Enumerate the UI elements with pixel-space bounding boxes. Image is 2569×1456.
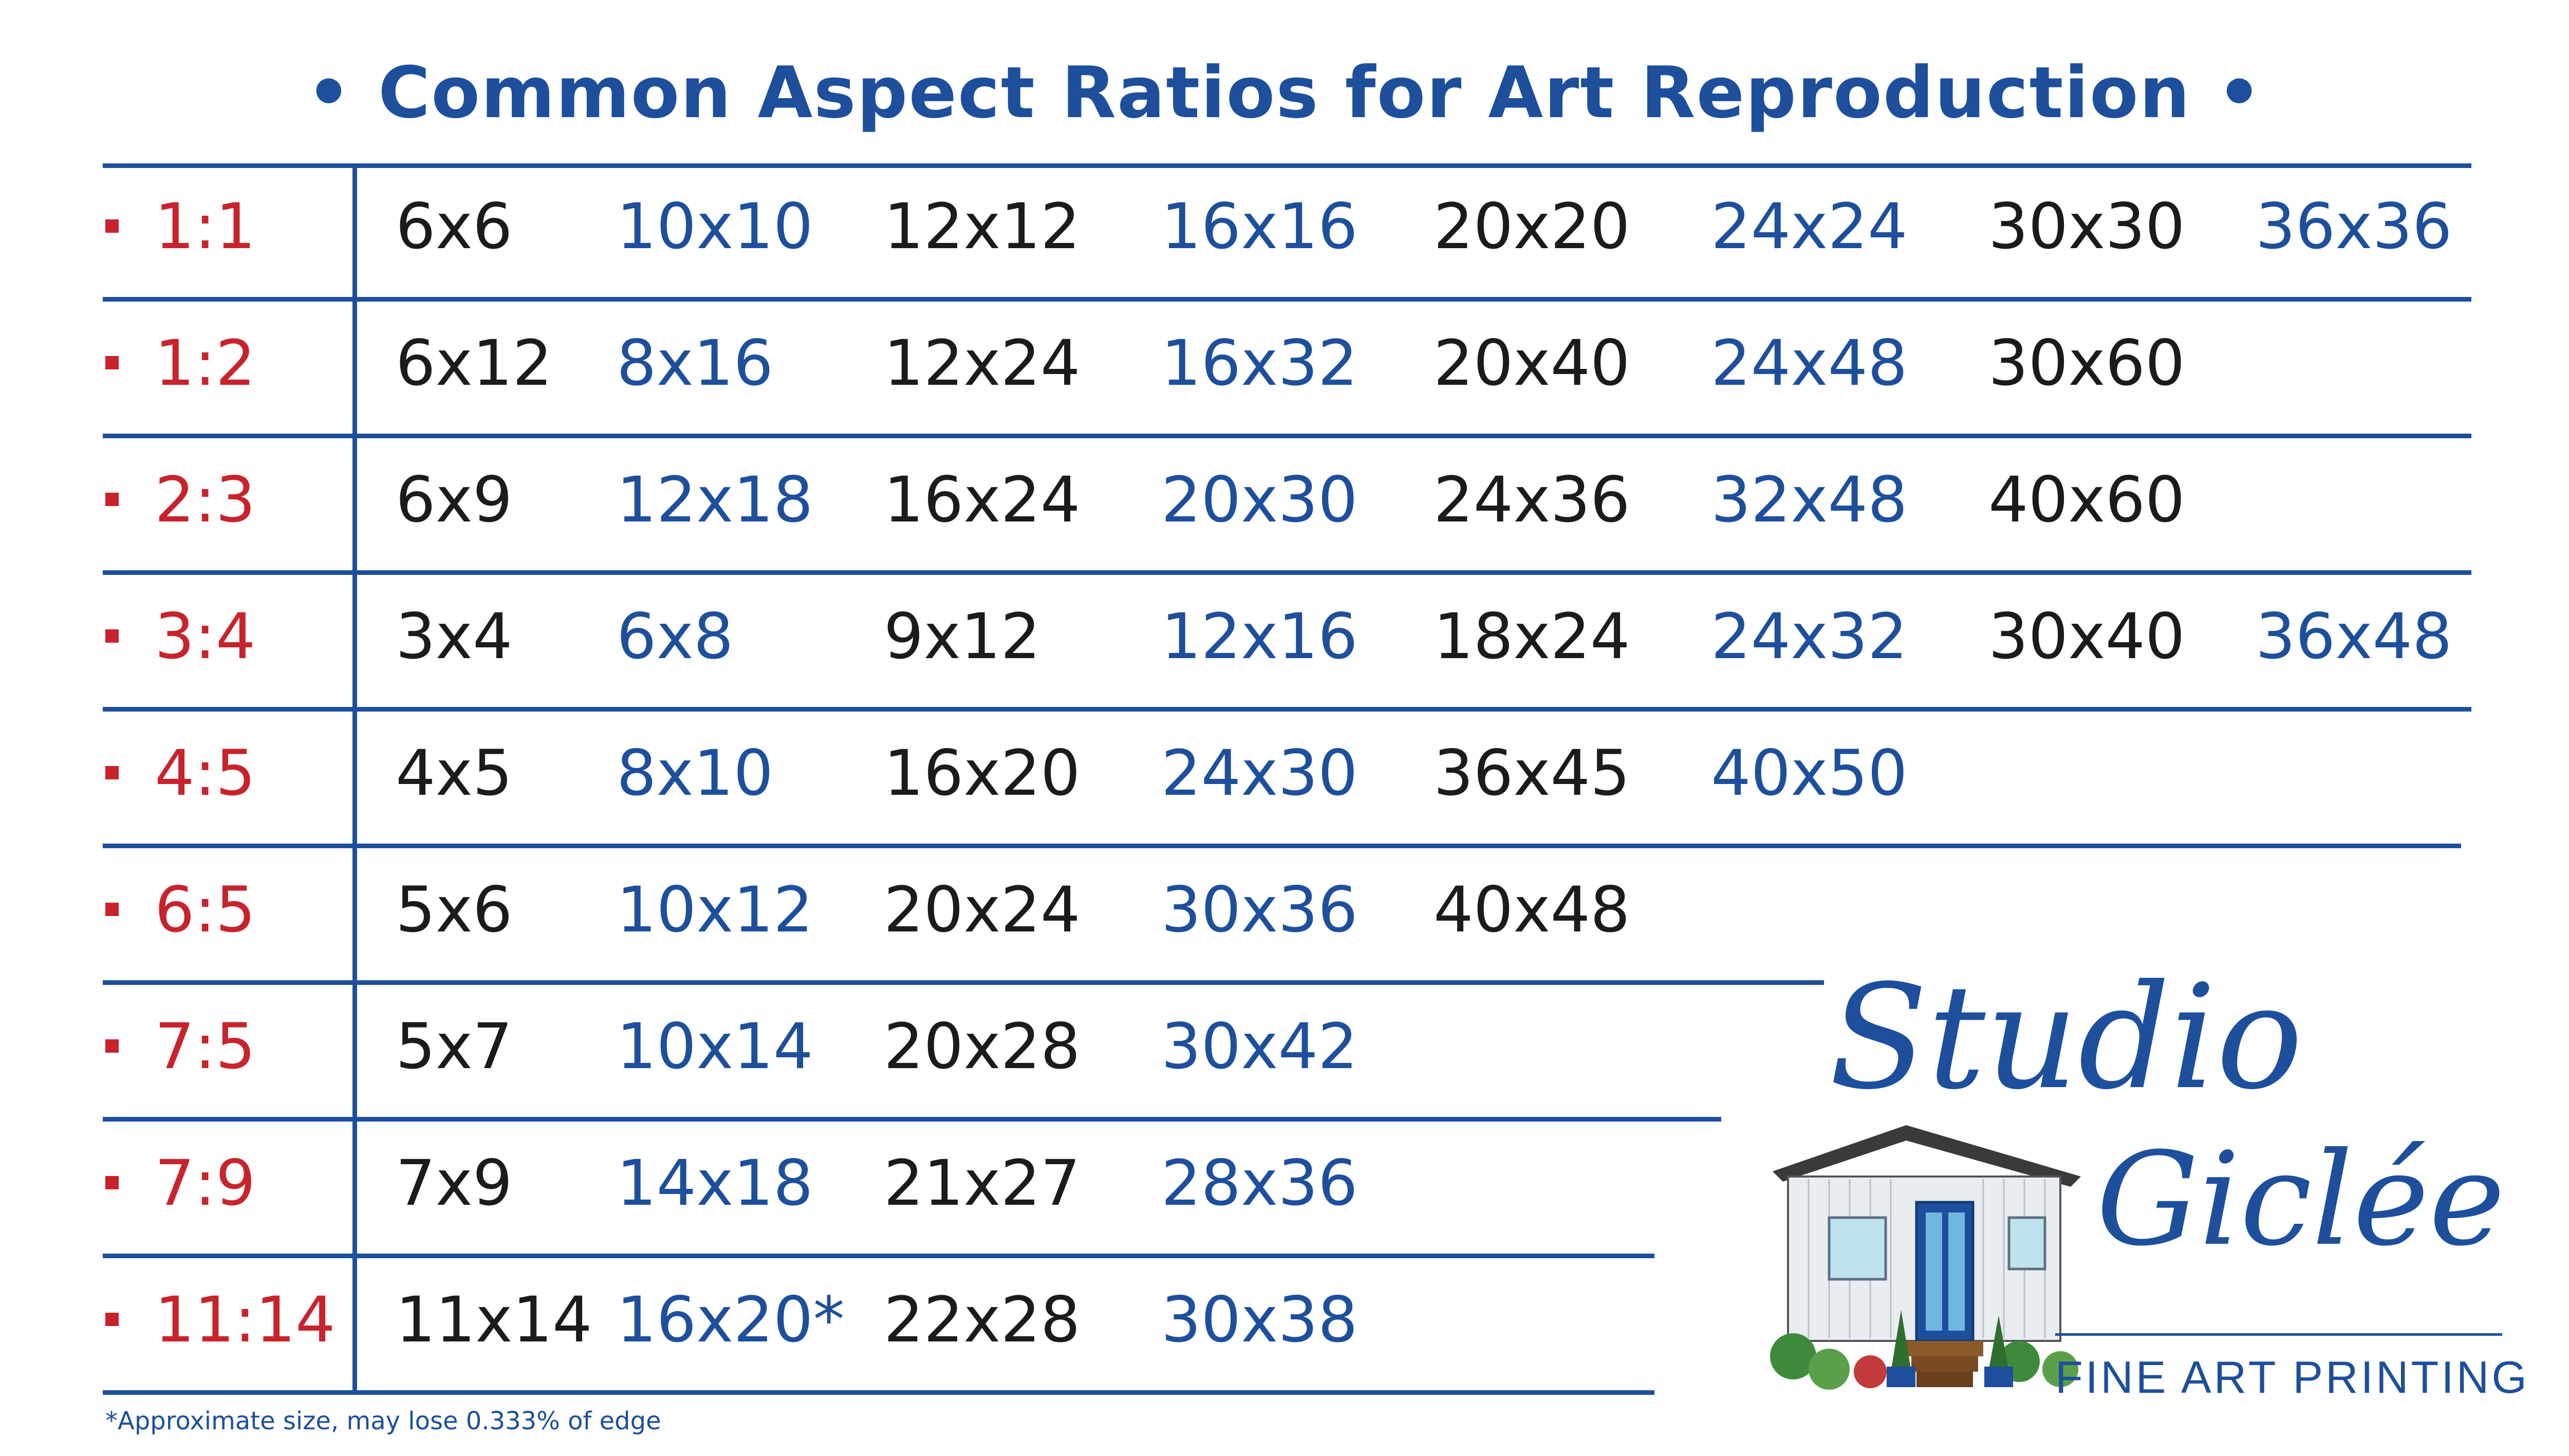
size-cell: 6x12 [396,327,553,400]
bullet-icon [105,629,119,643]
size-cell: 24x24 [1711,190,1908,263]
table-column-divider [352,164,357,1392]
row-divider [103,297,2471,302]
ratio-text: 1:1 [155,190,256,263]
size-cell: 10x14 [617,1010,813,1083]
bullet-icon [105,219,119,233]
size-cell: 30x36 [1161,873,1358,946]
studio-giclee-logo: Studio Giclée FINE ART PRINTING [1752,954,2527,1428]
footnote: *Approximate size, may lose 0.333% of ed… [105,1407,661,1435]
size-cell: 22x28 [884,1283,1081,1356]
size-cell: 24x48 [1711,327,1908,400]
size-cell: 21x27 [884,1147,1081,1220]
bullet-icon [105,492,119,506]
row-divider [103,980,1824,985]
size-cell: 16x16 [1161,190,1358,263]
size-cell: 5x7 [396,1010,513,1083]
ratio-label: 11:14 [105,1289,336,1351]
size-cell: 7x9 [396,1147,513,1220]
size-cell: 8x16 [617,327,774,400]
size-cell: 24x36 [1434,463,1630,536]
page-title: • Common Aspect Ratios for Art Reproduct… [306,51,2263,134]
row-divider [103,1254,1654,1258]
logo-divider [2055,1333,2502,1336]
size-cell: 4x5 [396,737,513,810]
size-cell: 16x24 [884,463,1081,536]
size-cell: 20x20 [1434,190,1630,263]
ratio-text: 1:2 [155,327,256,400]
ratio-label: 2:3 [105,469,255,531]
size-cell: 32x48 [1711,463,1908,536]
row-divider [103,570,2471,575]
row-divider [103,1117,1721,1122]
size-cell: 10x12 [617,873,813,946]
ratio-label: 3:4 [105,605,255,668]
size-cell: 36x45 [1434,737,1630,810]
size-cell: 3x4 [396,600,513,673]
bullet-icon [105,766,119,779]
bullet-icon [105,1039,119,1053]
logo-giclee-text: Giclée [2096,1125,2505,1274]
ratio-label: 7:9 [105,1152,255,1215]
ratio-label: 4:5 [105,742,255,805]
size-cell: 30x42 [1161,1010,1358,1083]
row-divider [103,707,2471,712]
size-cell: 20x24 [884,873,1081,946]
size-cell: 6x8 [617,600,734,673]
ratio-text: 7:9 [155,1147,256,1220]
ratio-text: 2:3 [155,463,256,536]
row-divider [103,434,2471,438]
size-cell: 11x14 [396,1283,592,1356]
size-cell: 36x36 [2256,190,2452,263]
ratio-text: 3:4 [155,600,256,673]
size-cell: 6x6 [396,190,513,263]
size-cell: 8x10 [617,737,774,810]
size-cell: 40x48 [1434,873,1630,946]
size-cell: 14x18 [617,1147,813,1220]
size-cell: 30x38 [1161,1283,1358,1356]
size-cell: 20x40 [1434,327,1630,400]
size-cell: 12x24 [884,327,1081,400]
size-cell: 18x24 [1434,600,1630,673]
size-cell: 24x32 [1711,600,1908,673]
bullet-icon [105,902,119,916]
size-cell: 12x16 [1161,600,1358,673]
ratio-label: 1:2 [105,332,255,395]
bullet-icon [105,1312,119,1326]
logo-studio-text: Studio [1829,954,2303,1122]
size-cell: 30x40 [1988,600,2185,673]
row-divider [103,844,2461,848]
size-cell: 16x20 [884,737,1081,810]
size-cell: 30x30 [1988,190,2185,263]
size-cell: 16x32 [1161,327,1358,400]
size-cell: 20x28 [884,1010,1081,1083]
size-cell: 9x12 [884,600,1041,673]
table-top-border [103,163,2471,168]
row-divider [103,1390,1654,1395]
ratio-label: 7:5 [105,1015,255,1078]
ratio-label: 6:5 [105,879,255,941]
ratio-text: 6:5 [155,873,256,946]
size-cell: 5x6 [396,873,513,946]
house-illustration-icon [1770,1125,2081,1390]
size-cell: 28x36 [1161,1147,1358,1220]
size-cell: 30x60 [1988,327,2185,400]
size-cell: 6x9 [396,463,513,536]
ratio-text: 11:14 [155,1283,336,1356]
ratio-text: 4:5 [155,737,256,810]
size-cell: 40x60 [1988,463,2185,536]
size-cell: 36x48 [2256,600,2452,673]
size-cell: 24x30 [1161,737,1358,810]
bullet-icon [105,356,119,369]
bullet-icon [105,1175,119,1189]
size-cell: 10x10 [617,190,813,263]
size-cell: 16x20* [617,1283,845,1356]
logo-tagline: FINE ART PRINTING [2055,1352,2529,1403]
ratio-label: 1:1 [105,195,255,258]
size-cell: 20x30 [1161,463,1358,536]
size-cell: 12x12 [884,190,1081,263]
size-cell: 12x18 [617,463,813,536]
size-cell: 40x50 [1711,737,1908,810]
ratio-text: 7:5 [155,1010,256,1083]
